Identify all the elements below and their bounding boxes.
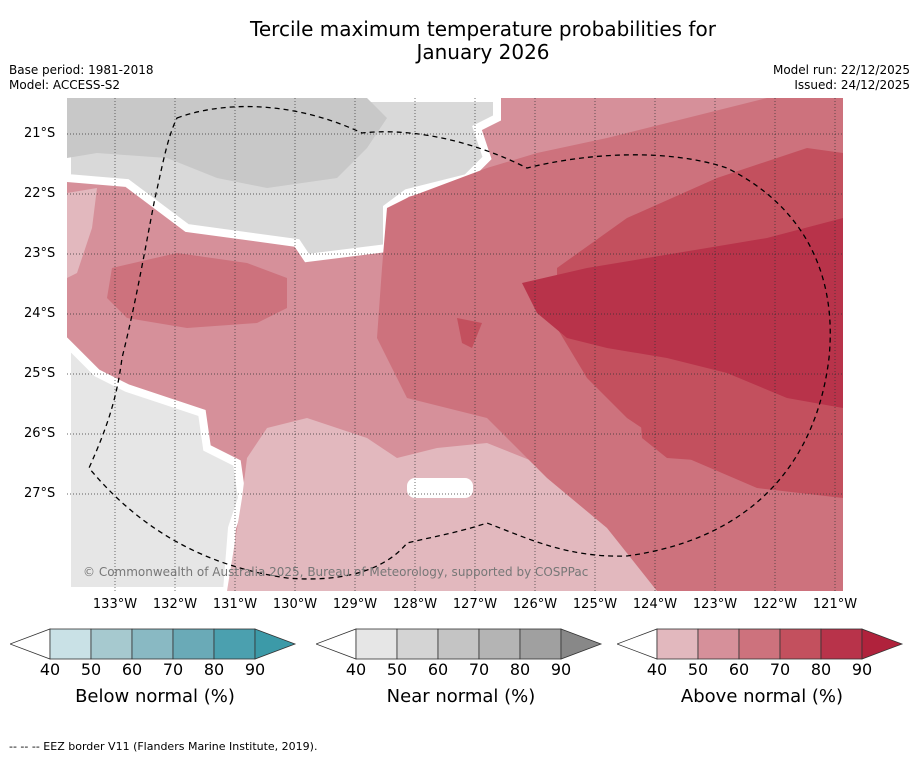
lon-label: 124°W (632, 597, 678, 612)
colorbar-title: Below normal (%) (75, 686, 235, 707)
title-line-2: January 2026 (416, 40, 550, 64)
region-above-70-east (637, 373, 747, 463)
colorbar-tick: 60 (121, 660, 143, 679)
colorbar-tick: 60 (427, 660, 449, 679)
region-above-40-south (227, 418, 657, 591)
colorbar-tick: 70 (468, 660, 490, 679)
lon-label: 130°W (272, 597, 318, 612)
lon-label: 131°W (212, 597, 258, 612)
colorbar-under-triangle (316, 628, 357, 660)
colorbar-2 (617, 628, 904, 660)
map-canvas (67, 98, 843, 591)
colorbar-over-triangle (560, 628, 603, 660)
colorbar-tick: 40 (646, 660, 668, 679)
map-title: Tercile maximum temperature probabilitie… (0, 18, 919, 64)
region-near-60 (67, 98, 387, 188)
region-above-70-patch (457, 318, 482, 348)
lon-label: 121°W (812, 597, 858, 612)
title-line-1: Tercile maximum temperature probabilitie… (250, 17, 716, 41)
colorbar-segment (213, 628, 256, 660)
colorbar-tick: 50 (80, 660, 102, 679)
colorbar-under-triangle (10, 628, 51, 660)
lon-label: 123°W (692, 597, 738, 612)
colorbar-segment (738, 628, 781, 660)
probability-map (67, 98, 843, 591)
colorbar-under-triangle (617, 628, 658, 660)
lat-label: 22°S (24, 186, 56, 201)
colorbar-1 (316, 628, 603, 660)
region-near-40 (67, 337, 247, 591)
lon-label: 122°W (752, 597, 798, 612)
lon-label: 133°W (92, 597, 138, 612)
model-run: Model run: 22/12/2025 (772, 63, 910, 77)
lat-label: 26°S (24, 426, 56, 441)
colorbar-tick: 80 (810, 660, 832, 679)
colorbar-over-triangle (254, 628, 297, 660)
eez-border (88, 105, 831, 580)
colorbar-segment (697, 628, 740, 660)
lat-label: 25°S (24, 366, 56, 381)
colorbar-title: Near normal (%) (386, 686, 536, 707)
lon-label: 129°W (332, 597, 378, 612)
colorbar-segment (131, 628, 174, 660)
region-above-80 (522, 218, 843, 408)
colorbar-tick: 80 (509, 660, 531, 679)
colorbar-segment (820, 628, 863, 660)
region-above-40-west (67, 188, 97, 278)
footnote: -- -- -- EEZ border V11 (Flanders Marine… (9, 740, 318, 753)
colorbar-segment (396, 628, 439, 660)
colorbar-tick: 50 (386, 660, 408, 679)
lat-label: 23°S (24, 246, 56, 261)
lat-label: 24°S (24, 306, 56, 321)
colorbar-segment (49, 628, 92, 660)
colorbar-segment (779, 628, 822, 660)
colorbar-tick: 70 (769, 660, 791, 679)
colorbar-segment (478, 628, 521, 660)
colorbar-over-triangle (861, 628, 904, 660)
copyright: © Commonwealth of Australia 2025, Bureau… (83, 565, 589, 579)
colorbar-tick: 90 (851, 660, 873, 679)
colorbar-segment (90, 628, 133, 660)
meta-left: Base period: 1981-2018 Model: ACCESS-S2 (9, 63, 154, 93)
lon-label: 127°W (452, 597, 498, 612)
colorbar-tick: 90 (550, 660, 572, 679)
base-period: Base period: 1981-2018 (9, 63, 154, 77)
colorbar-tick: 60 (728, 660, 750, 679)
colorbar-segment (172, 628, 215, 660)
lon-label: 132°W (152, 597, 198, 612)
colorbar-segment (656, 628, 699, 660)
issued-date: Issued: 24/12/2025 (794, 78, 910, 92)
colorbar-tick: 70 (162, 660, 184, 679)
colorbar-0 (10, 628, 297, 660)
lon-label: 128°W (392, 597, 438, 612)
colorbar-title: Above normal (%) (680, 686, 844, 707)
lat-label: 27°S (24, 486, 56, 501)
model-name: Model: ACCESS-S2 (9, 78, 121, 92)
colorbar-segment (355, 628, 398, 660)
colorbar-segment (519, 628, 562, 660)
meta-right: Model run: 22/12/2025 Issued: 24/12/2025 (773, 63, 910, 93)
lon-label: 125°W (572, 597, 618, 612)
colorbar-tick: 80 (203, 660, 225, 679)
grid-lines (67, 98, 843, 591)
colorbar-tick: 90 (244, 660, 266, 679)
colorbar-tick: 40 (345, 660, 367, 679)
white-gap (407, 478, 473, 498)
colorbar-tick: 40 (39, 660, 61, 679)
colorbar-tick: 50 (687, 660, 709, 679)
lat-label: 21°S (24, 126, 56, 141)
region-above-60-west (107, 253, 287, 328)
lon-label: 126°W (512, 597, 558, 612)
colorbar-segment (437, 628, 480, 660)
